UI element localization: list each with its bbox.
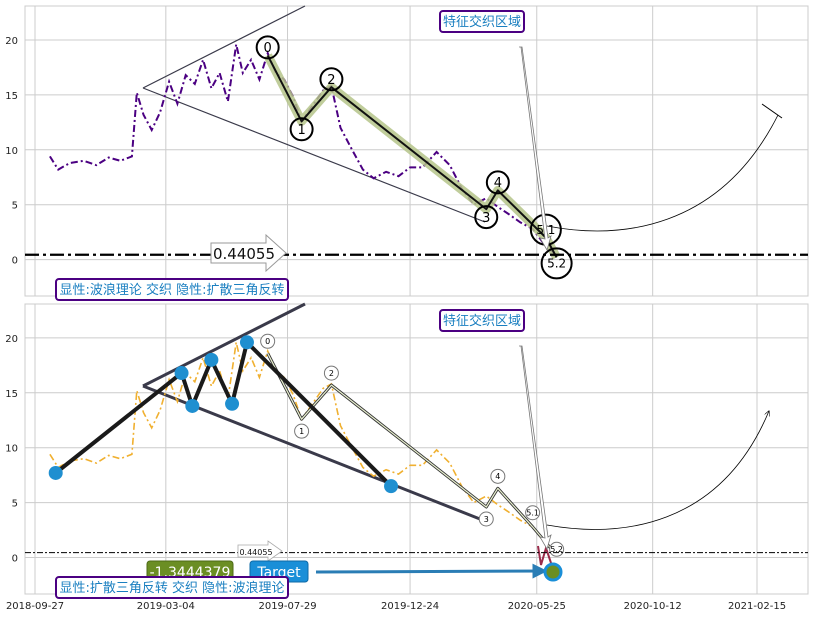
- wave-point-label: 5.2: [550, 545, 563, 554]
- wave-point-label: 2: [329, 369, 334, 378]
- wave-point-marker: [525, 505, 541, 521]
- wave-point-label: 3: [482, 211, 490, 226]
- y-tick-label: 10: [5, 444, 18, 455]
- top-region-label: 特征交织区域: [443, 14, 521, 30]
- x-tick-label: 2020-05-25: [508, 601, 566, 612]
- top-hline-callout: 0.44055: [210, 233, 287, 273]
- wave-point-marker: [319, 67, 344, 92]
- top-projection-cap: [761, 103, 783, 119]
- triangle-pivot-dot: [185, 398, 200, 413]
- bottom-region-pointer-arrow: [519, 345, 552, 551]
- wave-point-label: 0: [265, 337, 270, 346]
- wave-point-marker: [490, 468, 506, 484]
- wave-point-marker: [478, 511, 494, 527]
- y-tick-label: 0: [12, 256, 18, 267]
- bottom-y-tick-labels: 0 5 10 15 20: [5, 334, 18, 565]
- bottom-plot-area: [24, 303, 809, 595]
- wave-point-label: 5.2: [547, 257, 566, 271]
- bottom-price-series: [49, 342, 558, 554]
- y-tick-label: 10: [5, 146, 18, 157]
- bottom-hline-value-label: 0.44055: [239, 548, 272, 557]
- y-tick-label: 15: [5, 91, 18, 102]
- bottom-projection-arc: [546, 411, 769, 530]
- top-footer-annotation: 显性:波浪理论 交织 隐性:扩散三角反转: [55, 278, 289, 301]
- top-hline-value-label: 0.44055: [213, 245, 275, 263]
- wave-point-label: 0: [264, 41, 272, 56]
- triangle-pivot-dot: [384, 479, 399, 494]
- wave-point-marker: [289, 117, 314, 142]
- wave-point-label: 1: [297, 123, 305, 138]
- x-tick-label: 2021-02-15: [728, 601, 786, 612]
- top-y-tick-labels: 0 5 10 15 20: [5, 36, 18, 267]
- wave-point-marker: [540, 247, 573, 280]
- bottom-grid: [25, 304, 808, 594]
- bottom-target-arrow: [315, 563, 548, 579]
- y-tick-label: 5: [12, 499, 18, 510]
- top-region-pointer-arrow: [519, 46, 552, 252]
- y-tick-label: 5: [12, 201, 18, 212]
- wave-point-label: 5.1: [526, 509, 539, 518]
- x-tick-label: 2019-07-29: [258, 601, 316, 612]
- x-tick-label: 2019-03-04: [137, 601, 195, 612]
- top-region-annotation: 特征交织区域: [439, 10, 552, 252]
- wave-point-label: 3: [484, 515, 489, 524]
- x-tick-label: 2018-09-27: [6, 601, 64, 612]
- triangle-pivot-dot: [204, 352, 219, 367]
- triangle-pivot-dot: [48, 465, 63, 480]
- bottom-region-label: 特征交织区域: [443, 313, 521, 329]
- x-tick-label: 2020-10-12: [624, 601, 682, 612]
- wave-point-marker: [294, 423, 310, 439]
- wave-point-label: 2: [327, 73, 335, 88]
- triangle-pivot-dot: [174, 366, 189, 381]
- bottom-triangle-pivots: [48, 335, 399, 494]
- top-projection-arc: [546, 114, 779, 232]
- triangle-pivot-dot: [225, 396, 240, 411]
- wave-point-label: 1: [299, 427, 304, 436]
- bottom-wave-labels: 0 1 2 3 4 5.1 5.2: [260, 333, 565, 557]
- top-footer-label: 显性:波浪理论 交织 隐性:扩散三角反转: [59, 282, 284, 298]
- wave-point-marker: [260, 333, 276, 349]
- top-triangle-lower-line: [142, 87, 486, 223]
- y-tick-label: 20: [5, 334, 18, 345]
- bottom-target-marker: [543, 562, 563, 582]
- bottom-wave-path: [267, 353, 558, 556]
- bottom-hline-callout: 0.44055: [237, 540, 283, 562]
- wave-point-marker: [485, 170, 510, 195]
- bottom-region-annotation: 特征交织区域: [439, 309, 552, 551]
- bottom-triangle-upper-line: [142, 302, 306, 388]
- y-tick-label: 15: [5, 389, 18, 400]
- x-tick-label: 2019-12-24: [381, 601, 439, 612]
- y-tick-label: 20: [5, 36, 18, 47]
- wave-point-label: 4: [494, 176, 502, 191]
- wave-point-label: 4: [495, 472, 500, 481]
- bottom-footer-annotation: 显性:扩散三角反转 交织 隐性:波浪理论: [55, 576, 289, 599]
- bottom-triangle-lower-line: [142, 384, 486, 523]
- top-triangle-upper-line: [142, 5, 306, 89]
- wave-point-marker: [323, 365, 339, 381]
- wave-point-marker: [474, 205, 499, 230]
- y-tick-label: 0: [12, 554, 18, 565]
- bottom-final-drop: [537, 544, 553, 567]
- bottom-footer-label: 显性:扩散三角反转 交织 隐性:波浪理论: [59, 580, 284, 596]
- triangle-pivot-dot: [239, 335, 254, 350]
- bottom-x-tick-labels: 2018-09-27 2019-03-04 2019-07-29 2019-12-24…: [6, 601, 786, 612]
- top-grid: [25, 6, 808, 296]
- wave-point-marker: [255, 35, 280, 60]
